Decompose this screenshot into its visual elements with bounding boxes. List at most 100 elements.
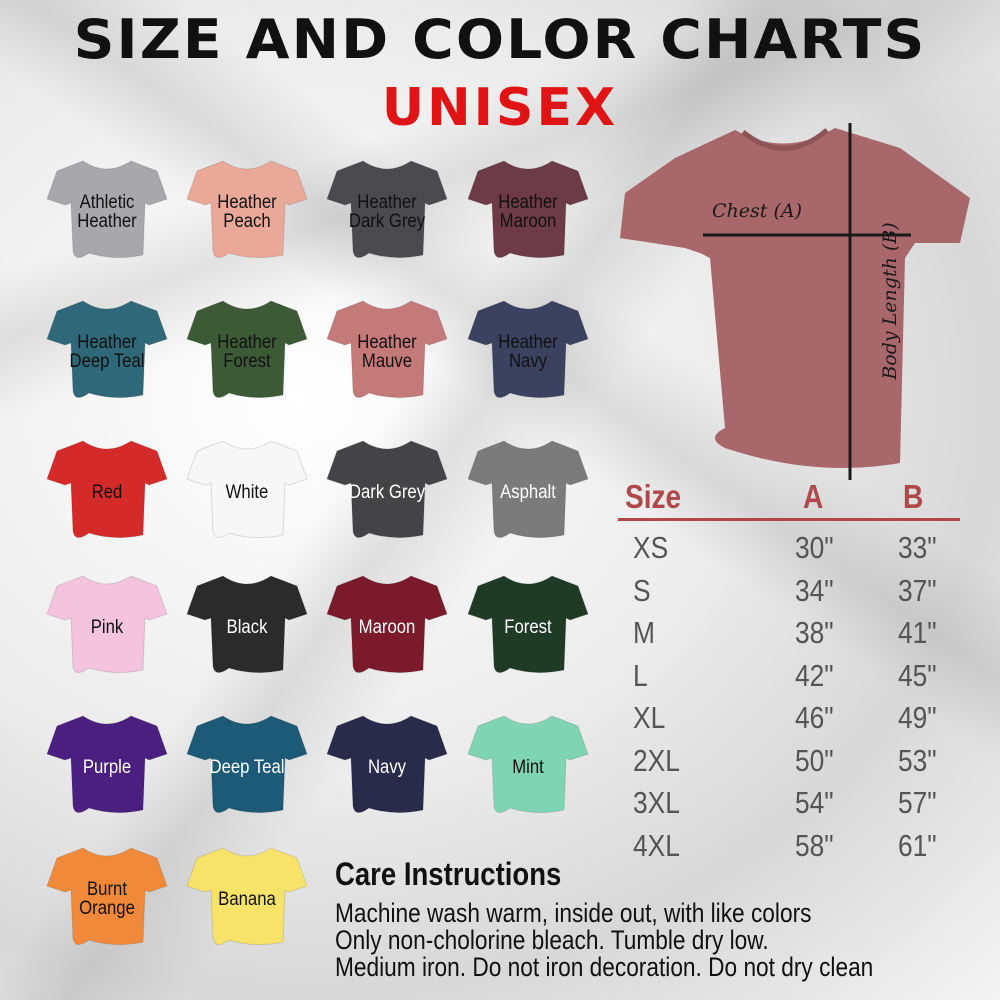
color-swatch: Heather Forest <box>185 295 309 405</box>
care-heading: Care Instructions <box>335 856 562 892</box>
color-name: Maroon <box>358 616 416 638</box>
tshirt-icon <box>326 575 448 674</box>
page-title: SIZE AND COLOR CHARTS <box>73 8 927 71</box>
header-a: A <box>803 478 824 515</box>
tshirt-icon <box>46 300 168 399</box>
color-name: Navy <box>367 756 407 778</box>
size-cell: 2XL <box>633 742 680 778</box>
tshirt-icon <box>467 715 589 814</box>
chest-cell: 38" <box>795 615 834 650</box>
length-cell: 41" <box>898 615 937 650</box>
color-swatch: Heather Peach <box>185 155 309 265</box>
chest-label: Chest (A) <box>712 200 802 222</box>
length-cell: 37" <box>898 572 937 608</box>
color-name: Asphalt <box>500 481 556 503</box>
measurement-shirt-body <box>620 128 970 468</box>
tshirt-icon <box>326 715 448 814</box>
header-size: Size <box>625 478 682 515</box>
color-name: Heather Navy <box>498 332 558 372</box>
color-swatch: White <box>185 435 309 545</box>
body-length-label: Body Length (B) <box>879 222 901 380</box>
chest-cell: 46" <box>795 700 834 735</box>
color-name: Banana <box>218 888 276 910</box>
color-name: Red <box>91 481 123 503</box>
size-cell: XS <box>633 530 669 565</box>
size-cell: M <box>633 615 655 650</box>
tshirt-icon <box>46 160 168 259</box>
page-subtitle: UNISEX <box>381 78 619 138</box>
chest-cell: 42" <box>795 657 834 693</box>
care-line: Medium iron. Do not iron decoration. Do … <box>335 952 874 982</box>
color-swatch: Red <box>45 435 169 545</box>
header-b: B <box>903 478 924 515</box>
color-name: Heather Forest <box>217 332 277 372</box>
size-cell: S <box>633 572 651 608</box>
color-swatch: Navy <box>325 710 449 820</box>
length-cell: 53" <box>898 742 937 778</box>
length-cell: 57" <box>898 785 937 820</box>
tshirt-icon <box>46 440 168 539</box>
color-swatch: Forest <box>466 570 590 680</box>
color-swatch: Dark Grey <box>325 435 449 545</box>
color-name: Heather Maroon <box>498 192 558 232</box>
measurement-shirt-image <box>620 123 970 480</box>
tshirt-icon <box>326 300 448 399</box>
chest-cell: 50" <box>795 742 834 778</box>
color-swatch: Heather Deep Teal <box>45 295 169 405</box>
color-swatch: Heather Mauve <box>325 295 449 405</box>
care-line: Only non-cholorine bleach. Tumble dry lo… <box>335 925 769 955</box>
color-name: Heather Mauve <box>357 332 417 372</box>
color-name: Deep Teal <box>209 756 285 778</box>
tshirt-icon <box>326 160 448 259</box>
tshirt-icon <box>186 575 308 674</box>
color-name: Heather Deep Teal <box>69 332 145 372</box>
color-swatch: Pink <box>45 570 169 680</box>
color-swatch: Deep Teal <box>185 710 309 820</box>
color-name: Mint <box>512 756 544 778</box>
chest-cell: 34" <box>795 572 834 608</box>
chest-cell: 54" <box>795 785 834 820</box>
tshirt-icon <box>46 847 168 946</box>
tshirt-icon <box>186 715 308 814</box>
header-rule <box>618 518 960 521</box>
tshirt-icon <box>467 300 589 399</box>
length-cell: 49" <box>898 700 937 735</box>
color-name: Black <box>226 616 268 638</box>
chest-cell: 58" <box>795 827 834 863</box>
size-cell: 4XL <box>633 827 680 863</box>
color-name: Purple <box>82 756 132 778</box>
color-swatch: Burnt Orange <box>45 842 169 952</box>
color-swatch: Purple <box>45 710 169 820</box>
color-swatch: Maroon <box>325 570 449 680</box>
tshirt-icon <box>186 440 308 539</box>
tshirt-icon <box>46 575 168 674</box>
color-swatch: Athletic Heather <box>45 155 169 265</box>
tshirt-icon <box>186 160 308 259</box>
color-swatch: Heather Navy <box>466 295 590 405</box>
size-cell: XL <box>633 700 666 735</box>
tshirt-icon <box>467 575 589 674</box>
color-swatch: Black <box>185 570 309 680</box>
tshirt-icon <box>186 300 308 399</box>
color-swatch: Banana <box>185 842 309 952</box>
color-swatch: Mint <box>466 710 590 820</box>
size-cell: 3XL <box>633 785 680 820</box>
tshirt-icon <box>467 160 589 259</box>
color-name: Burnt Orange <box>79 879 135 919</box>
tshirt-icon <box>467 440 589 539</box>
color-name: Pink <box>90 616 124 638</box>
size-cell: L <box>633 657 648 693</box>
color-name: Athletic Heather <box>77 192 137 232</box>
tshirt-icon <box>46 715 168 814</box>
length-cell: 61" <box>898 827 937 863</box>
color-name: White <box>225 481 269 503</box>
color-swatch: Asphalt <box>466 435 590 545</box>
tshirt-icon <box>186 847 308 946</box>
chest-cell: 30" <box>795 530 834 565</box>
color-swatch: Heather Maroon <box>466 155 590 265</box>
color-name: Forest <box>504 616 552 638</box>
color-name: Heather Dark Grey <box>348 192 426 232</box>
color-name: Dark Grey <box>348 481 426 503</box>
color-swatch: Heather Dark Grey <box>325 155 449 265</box>
length-cell: 45" <box>898 657 937 693</box>
